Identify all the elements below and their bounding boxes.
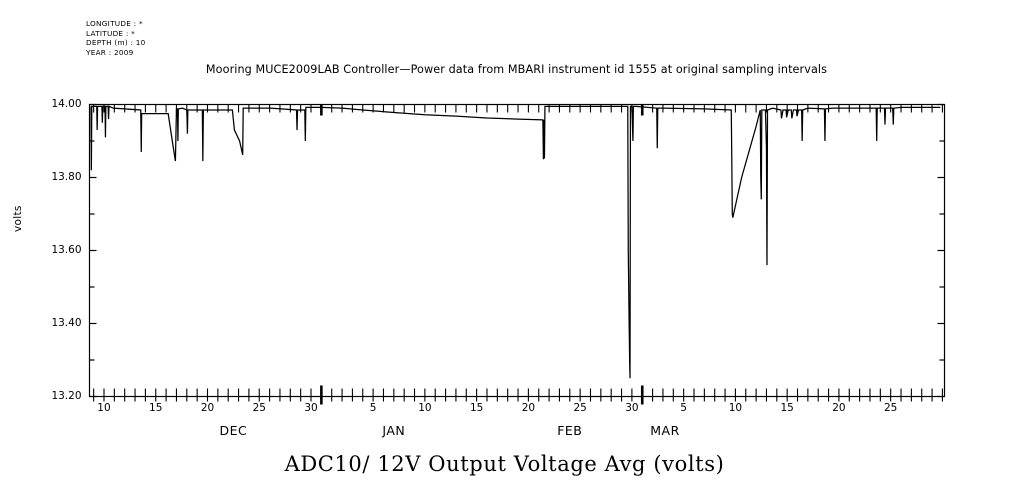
x-tick-label: 20 bbox=[200, 401, 215, 414]
metadata-latitude: LATITUDE : * bbox=[86, 28, 136, 38]
axis-frame bbox=[88, 103, 946, 398]
x-tick-label: 30 bbox=[625, 401, 639, 414]
y-tick-label: 14.00 bbox=[51, 97, 82, 110]
x-tick-label: 5 bbox=[369, 401, 377, 414]
x-tick-label: 25 bbox=[573, 401, 587, 414]
y-tick-label: 13.60 bbox=[51, 243, 82, 256]
month-label: JAN bbox=[382, 422, 406, 438]
y-tick-marks bbox=[89, 103, 945, 398]
metadata-block: LONGITUDE : * LATITUDE : * DEPTH (m) : 1… bbox=[86, 19, 146, 57]
x-tick-label: 30 bbox=[304, 401, 318, 414]
x-tick-label: 25 bbox=[252, 401, 266, 414]
x-tick-label: 15 bbox=[149, 401, 163, 414]
x-tick-label: 10 bbox=[97, 401, 111, 414]
x-tick-label: 20 bbox=[521, 401, 536, 414]
x-tick-label: 20 bbox=[832, 401, 846, 414]
x-tick-label: 10 bbox=[728, 401, 743, 414]
x-tick-label: 15 bbox=[780, 401, 794, 414]
month-label: MAR bbox=[650, 422, 680, 438]
y-tick-label: 13.40 bbox=[51, 316, 82, 329]
x-tick-marks bbox=[93, 104, 943, 405]
y-tick-label: 13.20 bbox=[51, 389, 82, 402]
metadata-depth: DEPTH (m) : 10 bbox=[86, 38, 146, 48]
metadata-year: YEAR : 2009 bbox=[86, 47, 134, 57]
y-tick-label: 13.80 bbox=[51, 170, 82, 183]
month-label: FEB bbox=[557, 422, 583, 438]
chart-title: Mooring MUCE2009LAB Controller—Power dat… bbox=[205, 63, 828, 76]
x-tick-label: 15 bbox=[469, 401, 484, 414]
x-tick-label: 5 bbox=[680, 401, 687, 414]
month-label: DEC bbox=[219, 422, 248, 438]
metadata-longitude: LONGITUDE : * bbox=[86, 19, 143, 28]
figure-caption: ADC10/ 12V Output Voltage Avg (volts) bbox=[284, 452, 725, 476]
data-trace bbox=[90, 105, 941, 379]
x-tick-label: 10 bbox=[418, 401, 432, 414]
x-tick-label: 25 bbox=[883, 401, 898, 414]
